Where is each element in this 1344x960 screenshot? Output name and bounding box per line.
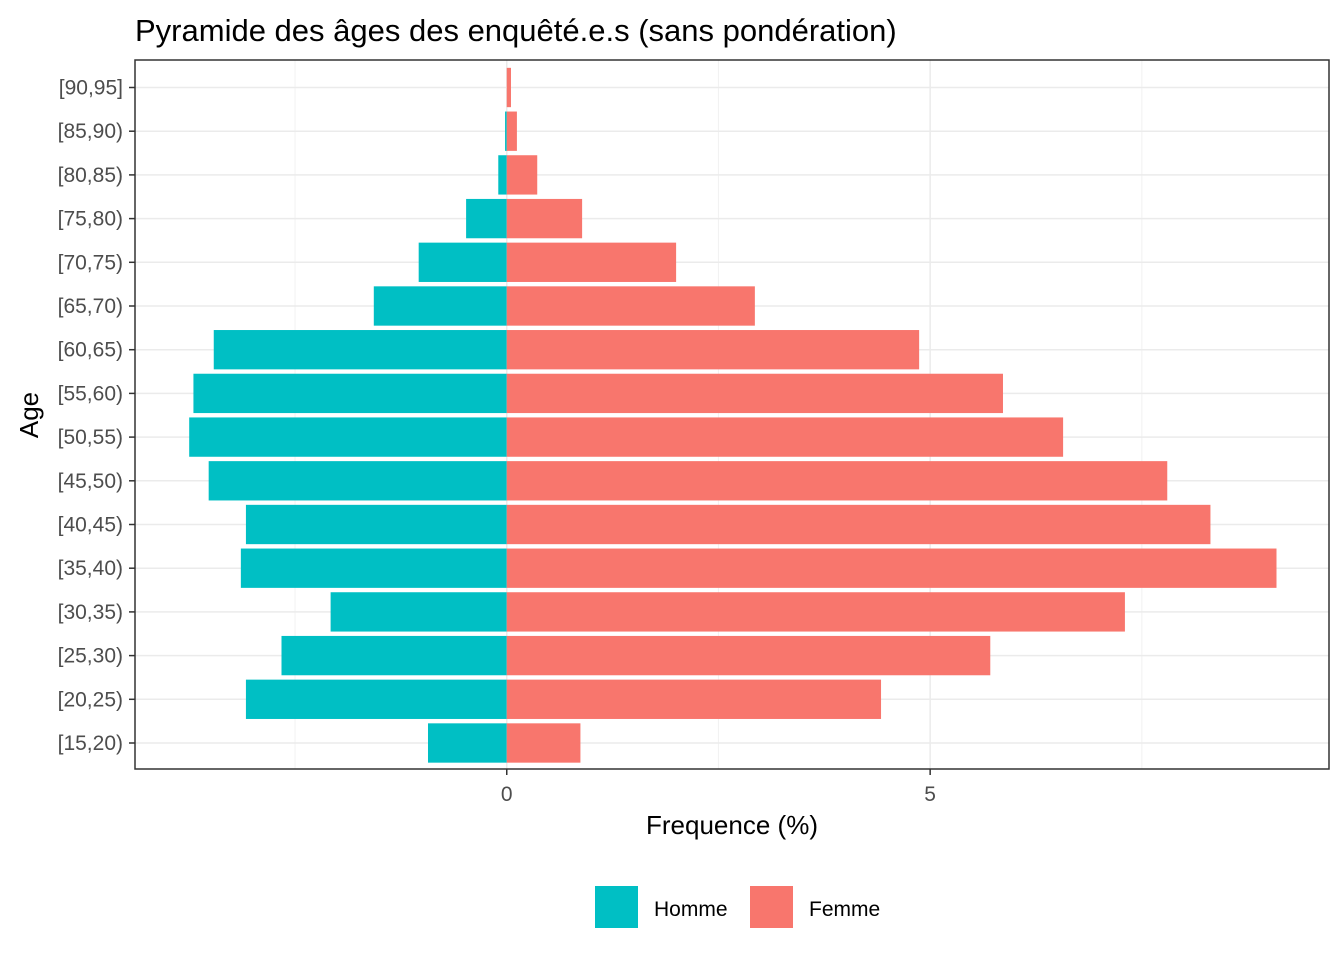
y-tick-label: [85,90): [58, 120, 123, 143]
y-tick-label: [15,20): [58, 732, 123, 755]
legend-key-homme: [595, 886, 638, 928]
bar-femme-5: [506, 504, 1211, 545]
legend-key-femme: [750, 886, 793, 928]
bar-femme-6: [506, 461, 1168, 501]
bar-femme-12: [506, 198, 583, 239]
bar-homme-9: [213, 330, 507, 370]
y-tick-label: [25,30): [58, 645, 123, 668]
bar-homme-14: [505, 111, 507, 151]
bar-homme-12: [466, 198, 507, 239]
bar-femme-4: [506, 548, 1277, 588]
bar-femme-0: [506, 723, 581, 763]
legend-label-homme: Homme: [654, 898, 728, 921]
y-tick-label: [90,95]: [59, 77, 123, 100]
bar-femme-3: [506, 592, 1125, 632]
bar-femme-1: [506, 679, 882, 719]
y-axis-title: Age: [14, 392, 44, 438]
y-tick-label: [35,40): [58, 557, 123, 580]
legend: Homme Femme: [595, 886, 880, 928]
legend-label-femme: Femme: [809, 898, 880, 921]
bar-homme-13: [498, 155, 507, 195]
y-tick-label: [70,75): [58, 251, 123, 274]
bar-femme-7: [506, 417, 1064, 457]
y-tick-label: [80,85): [58, 164, 123, 187]
bar-homme-6: [208, 461, 507, 501]
y-tick-label: [60,65): [58, 339, 123, 362]
bar-homme-3: [330, 592, 507, 632]
y-tick-label: [20,25): [58, 688, 123, 711]
bar-femme-15: [506, 67, 511, 108]
x-axis-title: Frequence (%): [646, 810, 818, 840]
bar-homme-2: [281, 635, 507, 676]
x-tick-label: 0: [501, 783, 513, 806]
bar-homme-4: [240, 548, 507, 588]
bar-femme-8: [506, 373, 1003, 414]
bar-homme-1: [245, 679, 507, 719]
y-tick-label: [65,70): [58, 295, 123, 318]
y-tick-label: [40,45): [58, 514, 123, 537]
x-tick-label: 5: [924, 783, 936, 806]
y-axis: [15,20) [20,25) [25,30) [30,35) [35,40) [40,4…: [58, 77, 135, 755]
bar-femme-13: [506, 155, 538, 195]
bar-homme-11: [418, 242, 507, 282]
y-tick-label: [30,35): [58, 601, 123, 624]
y-tick-label: [75,80): [58, 208, 123, 231]
bars: [189, 67, 1277, 763]
bar-homme-0: [427, 723, 507, 763]
bar-homme-8: [193, 373, 507, 414]
y-tick-label: [50,55): [58, 426, 123, 449]
bar-femme-9: [506, 330, 920, 370]
bar-femme-10: [506, 286, 755, 326]
y-tick-label: [45,50): [58, 470, 123, 493]
bar-homme-10: [373, 286, 507, 326]
bar-femme-2: [506, 635, 991, 676]
bar-homme-5: [245, 504, 507, 545]
bar-femme-14: [506, 111, 517, 151]
bar-femme-11: [506, 242, 677, 282]
plot-panel-border: [134, 59, 1330, 770]
y-tick-label: [55,60): [58, 382, 123, 405]
bar-homme-7: [189, 417, 507, 457]
chart-title: Pyramide des âges des enquêté.e.s (sans …: [135, 13, 897, 48]
